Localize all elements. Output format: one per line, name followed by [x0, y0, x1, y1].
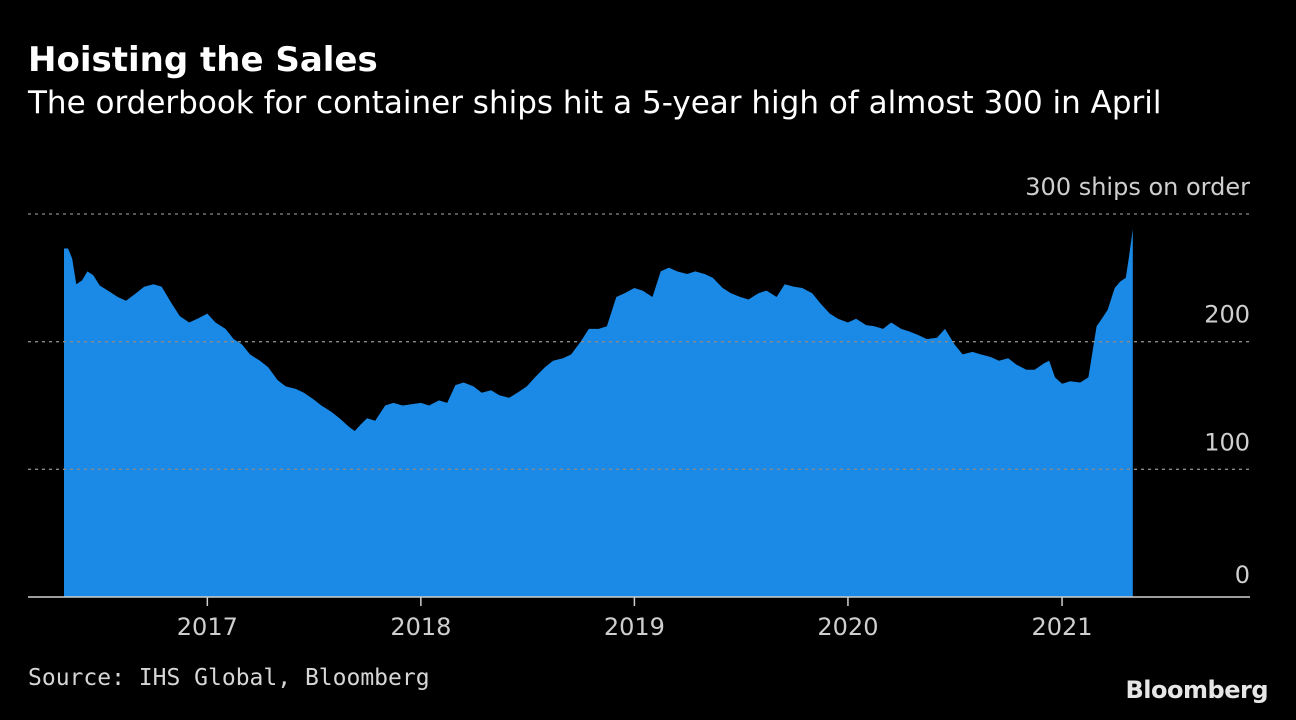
- x-tick-labels: 2017 2018 2019 2020 2021: [177, 597, 1093, 641]
- x-tick-label-2019: 2019: [604, 613, 665, 641]
- y-tick-label-0: 0: [1235, 561, 1250, 589]
- source-note: Source: IHS Global, Bloomberg: [28, 665, 430, 691]
- y-tick-labels: 0 100 200 300 ships on order: [1025, 173, 1250, 589]
- x-tick-label-2018: 2018: [390, 613, 451, 641]
- x-tick-label-2021: 2021: [1032, 613, 1093, 641]
- y-tick-label-300: 300 ships on order: [1025, 173, 1250, 201]
- y-tick-label-100: 100: [1204, 428, 1250, 456]
- chart-subtitle: The orderbook for container ships hit a …: [28, 85, 1162, 121]
- x-tick-label-2017: 2017: [177, 613, 238, 641]
- bloomberg-logo: Bloomberg: [1125, 676, 1269, 704]
- area-layer: [64, 229, 1133, 598]
- x-tick-label-2020: 2020: [817, 613, 878, 641]
- y-tick-label-200: 200: [1204, 301, 1250, 329]
- grid-layer: [28, 213, 1250, 470]
- chart-title: Hoisting the Sales: [28, 40, 378, 80]
- orderbook-area: [64, 229, 1133, 598]
